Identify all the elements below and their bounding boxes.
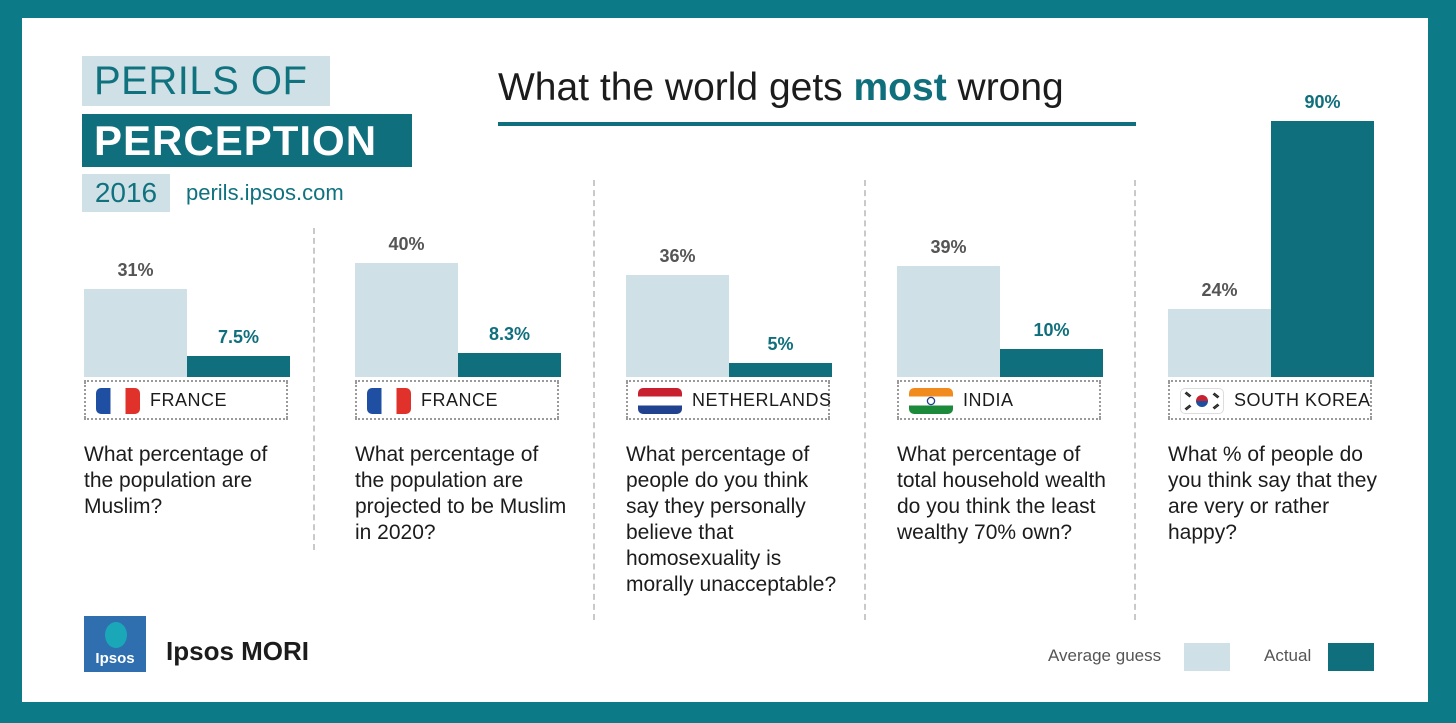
value-label-actual: 7.5% (217, 326, 260, 347)
taegeuk-icon (1184, 391, 1220, 411)
value-label-actual: 10% (1033, 319, 1070, 340)
legend-label-actual: Actual (1264, 646, 1312, 665)
value-label-average-guess: 39% (930, 237, 967, 258)
value-label-actual: 90% (1304, 92, 1341, 112)
brand-title-line1: PERILS OF (82, 56, 330, 106)
bar-actual (458, 353, 561, 377)
legend-label-average-guess: Average guess (1048, 646, 1162, 665)
separator (593, 180, 595, 620)
legend-swatch-actual (1328, 643, 1374, 671)
bar-average-guess (626, 274, 729, 377)
country-name: SOUTH KOREA (1234, 390, 1371, 410)
infographic-card: PERILS OF PERCEPTION 2016 perils.ipsos.c… (22, 18, 1428, 702)
ipsos-logo-icon: Ipsos (84, 616, 146, 672)
org-name: Ipsos MORI (166, 636, 310, 666)
question-text: What percentage of the population are Mu… (84, 443, 268, 518)
brand-url[interactable]: perils.ipsos.com (186, 180, 344, 205)
south-korea-flag-icon (1180, 388, 1224, 414)
value-label-average-guess: 36% (659, 245, 696, 266)
title-pre: What the world gets (498, 66, 854, 109)
separator (1134, 180, 1136, 620)
country-label: SOUTH KOREA (1168, 380, 1372, 420)
question-text: What percentage of total household wealt… (897, 443, 1106, 544)
question-text: What % of people do you think say that t… (1168, 443, 1377, 544)
bar-average-guess (1168, 308, 1271, 377)
value-label-average-guess: 31% (117, 259, 154, 280)
panel-france-muslim-2020: 40% 8.3% FRANCE What percentage of the p… (355, 18, 575, 702)
panel-india: 39% 10% INDIA What percentage of total h… (897, 18, 1117, 702)
title-emphasis: most (853, 66, 947, 109)
france-flag-icon (96, 388, 140, 414)
separator (864, 180, 866, 620)
value-label-actual: 8.3% (488, 324, 531, 345)
bar-actual (729, 362, 832, 377)
logo-text: Ipsos (95, 650, 135, 667)
brand-year: 2016 (82, 174, 170, 212)
country-name: INDIA (963, 390, 1014, 410)
country-label: FRANCE (84, 380, 288, 420)
country-label: FRANCE (355, 380, 559, 420)
value-label-actual: 5% (767, 333, 794, 354)
country-name: NETHERLANDS (692, 390, 832, 410)
bar-average-guess (897, 266, 1000, 377)
brand-title-line2: PERCEPTION (82, 114, 412, 167)
bar-average-guess (355, 263, 458, 377)
france-flag-icon (367, 388, 411, 414)
question-text: What percentage of people do you think s… (626, 443, 837, 596)
india-flag-icon (909, 388, 953, 414)
country-label: INDIA (897, 380, 1101, 420)
country-label: NETHERLANDS (626, 380, 832, 420)
title-post: wrong (946, 66, 1064, 109)
bar-actual (187, 355, 290, 377)
country-name: FRANCE (421, 390, 499, 410)
country-name: FRANCE (150, 390, 228, 410)
bar-actual (1000, 348, 1103, 377)
logo-drop-icon (105, 622, 127, 648)
title-underline (498, 122, 1136, 126)
chakra-icon (926, 396, 936, 406)
separator (313, 228, 315, 550)
bar-average-guess (84, 288, 187, 377)
bar-actual (1271, 121, 1374, 377)
question-text: What percentage of the population are pr… (355, 443, 567, 544)
panel-south-korea: 24% 90% SOUTH KOREA What % of people do … (1168, 18, 1388, 702)
panel-netherlands: 36% 5% NETHERLANDS What percentage of pe… (626, 18, 846, 702)
netherlands-flag-icon (638, 388, 682, 414)
value-label-average-guess: 24% (1201, 279, 1238, 300)
value-label-average-guess: 40% (388, 234, 425, 255)
page-title: What the world gets most wrong (498, 64, 1138, 112)
panel-france-muslim: 31% 7.5% FRANCE What percentage of the p… (84, 18, 304, 702)
legend-swatch-average-guess (1184, 643, 1230, 671)
